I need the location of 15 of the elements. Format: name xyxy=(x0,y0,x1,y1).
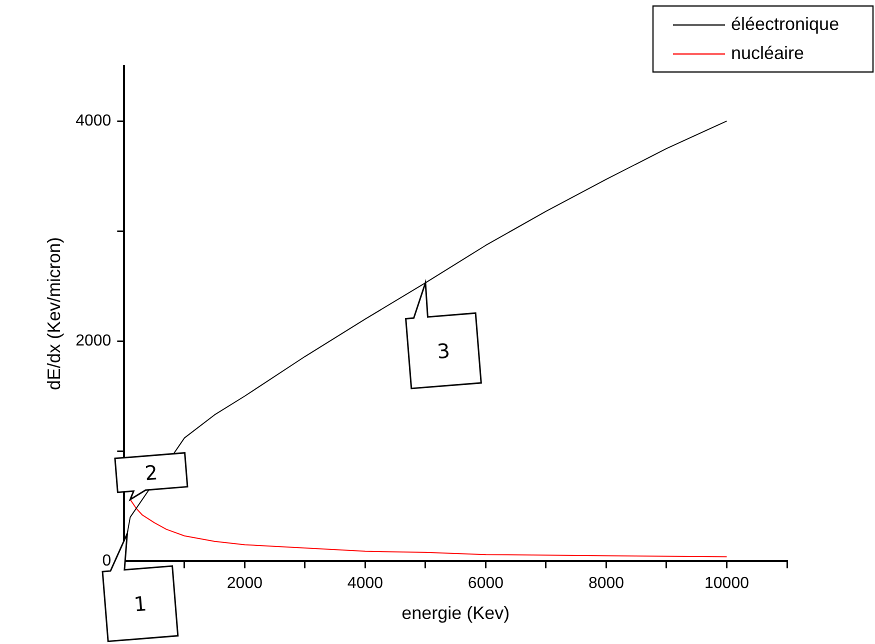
legend-label: éléectronique xyxy=(731,14,840,34)
y-tick-label: 2000 xyxy=(76,332,112,350)
x-tick-label: 6000 xyxy=(468,575,504,592)
x-axis-title: energie (Kev) xyxy=(402,603,510,624)
x-tick-label: 4000 xyxy=(347,575,384,592)
x-tick-label: 2000 xyxy=(226,575,263,592)
annotation: 2 xyxy=(144,460,159,486)
annotation: 1 xyxy=(132,591,148,616)
y-axis-title: dE/dx (Kev/micron) xyxy=(44,237,64,390)
y-tick-label: 0 xyxy=(102,552,112,570)
x-tick-label: 10000 xyxy=(704,575,750,592)
legend-label: nucléaire xyxy=(731,42,804,63)
annotation: 3 xyxy=(436,338,451,364)
y-tick-label: 4000 xyxy=(76,112,112,130)
x-tick-label: 8000 xyxy=(588,575,624,592)
